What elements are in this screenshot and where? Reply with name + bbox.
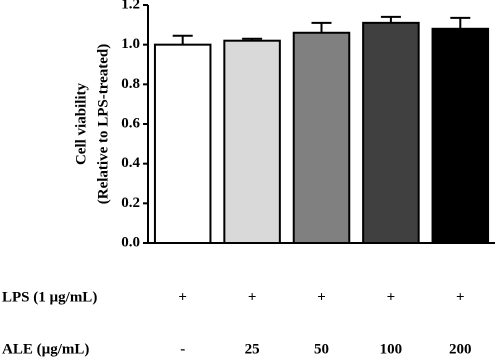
x-tick-label: 100 bbox=[380, 341, 403, 357]
row-cell: + bbox=[317, 289, 326, 305]
bar bbox=[362, 21, 420, 244]
row-cell: + bbox=[248, 289, 257, 305]
y-tick-label: 0.6 bbox=[121, 115, 140, 131]
y-tick-label: 0.8 bbox=[121, 76, 140, 92]
row-label: LPS (1 µg/mL) bbox=[2, 289, 97, 305]
bar bbox=[431, 27, 490, 244]
y-tick-label: 0.4 bbox=[121, 155, 140, 171]
x-tick-label: - bbox=[180, 341, 185, 357]
bar bbox=[153, 43, 212, 244]
y-axis-label: (Relative to LPS-treated) bbox=[95, 44, 111, 205]
y-axis-label: Cell viability bbox=[73, 82, 89, 165]
row-cell: + bbox=[456, 289, 465, 305]
x-tick-label: 50 bbox=[314, 341, 329, 357]
row-label: ALE (µg/mL) bbox=[2, 341, 89, 357]
y-tick-label: 1.2 bbox=[121, 0, 140, 12]
x-tick-label: 200 bbox=[449, 341, 472, 357]
row-cell: + bbox=[387, 289, 396, 305]
bar bbox=[292, 31, 351, 245]
bar bbox=[223, 39, 281, 245]
y-tick-label: 0.0 bbox=[121, 234, 140, 250]
y-tick-label: 1.0 bbox=[121, 36, 140, 52]
x-tick-label: 25 bbox=[245, 341, 260, 357]
y-tick-label: 0.2 bbox=[121, 195, 140, 211]
row-cell: + bbox=[178, 289, 187, 305]
